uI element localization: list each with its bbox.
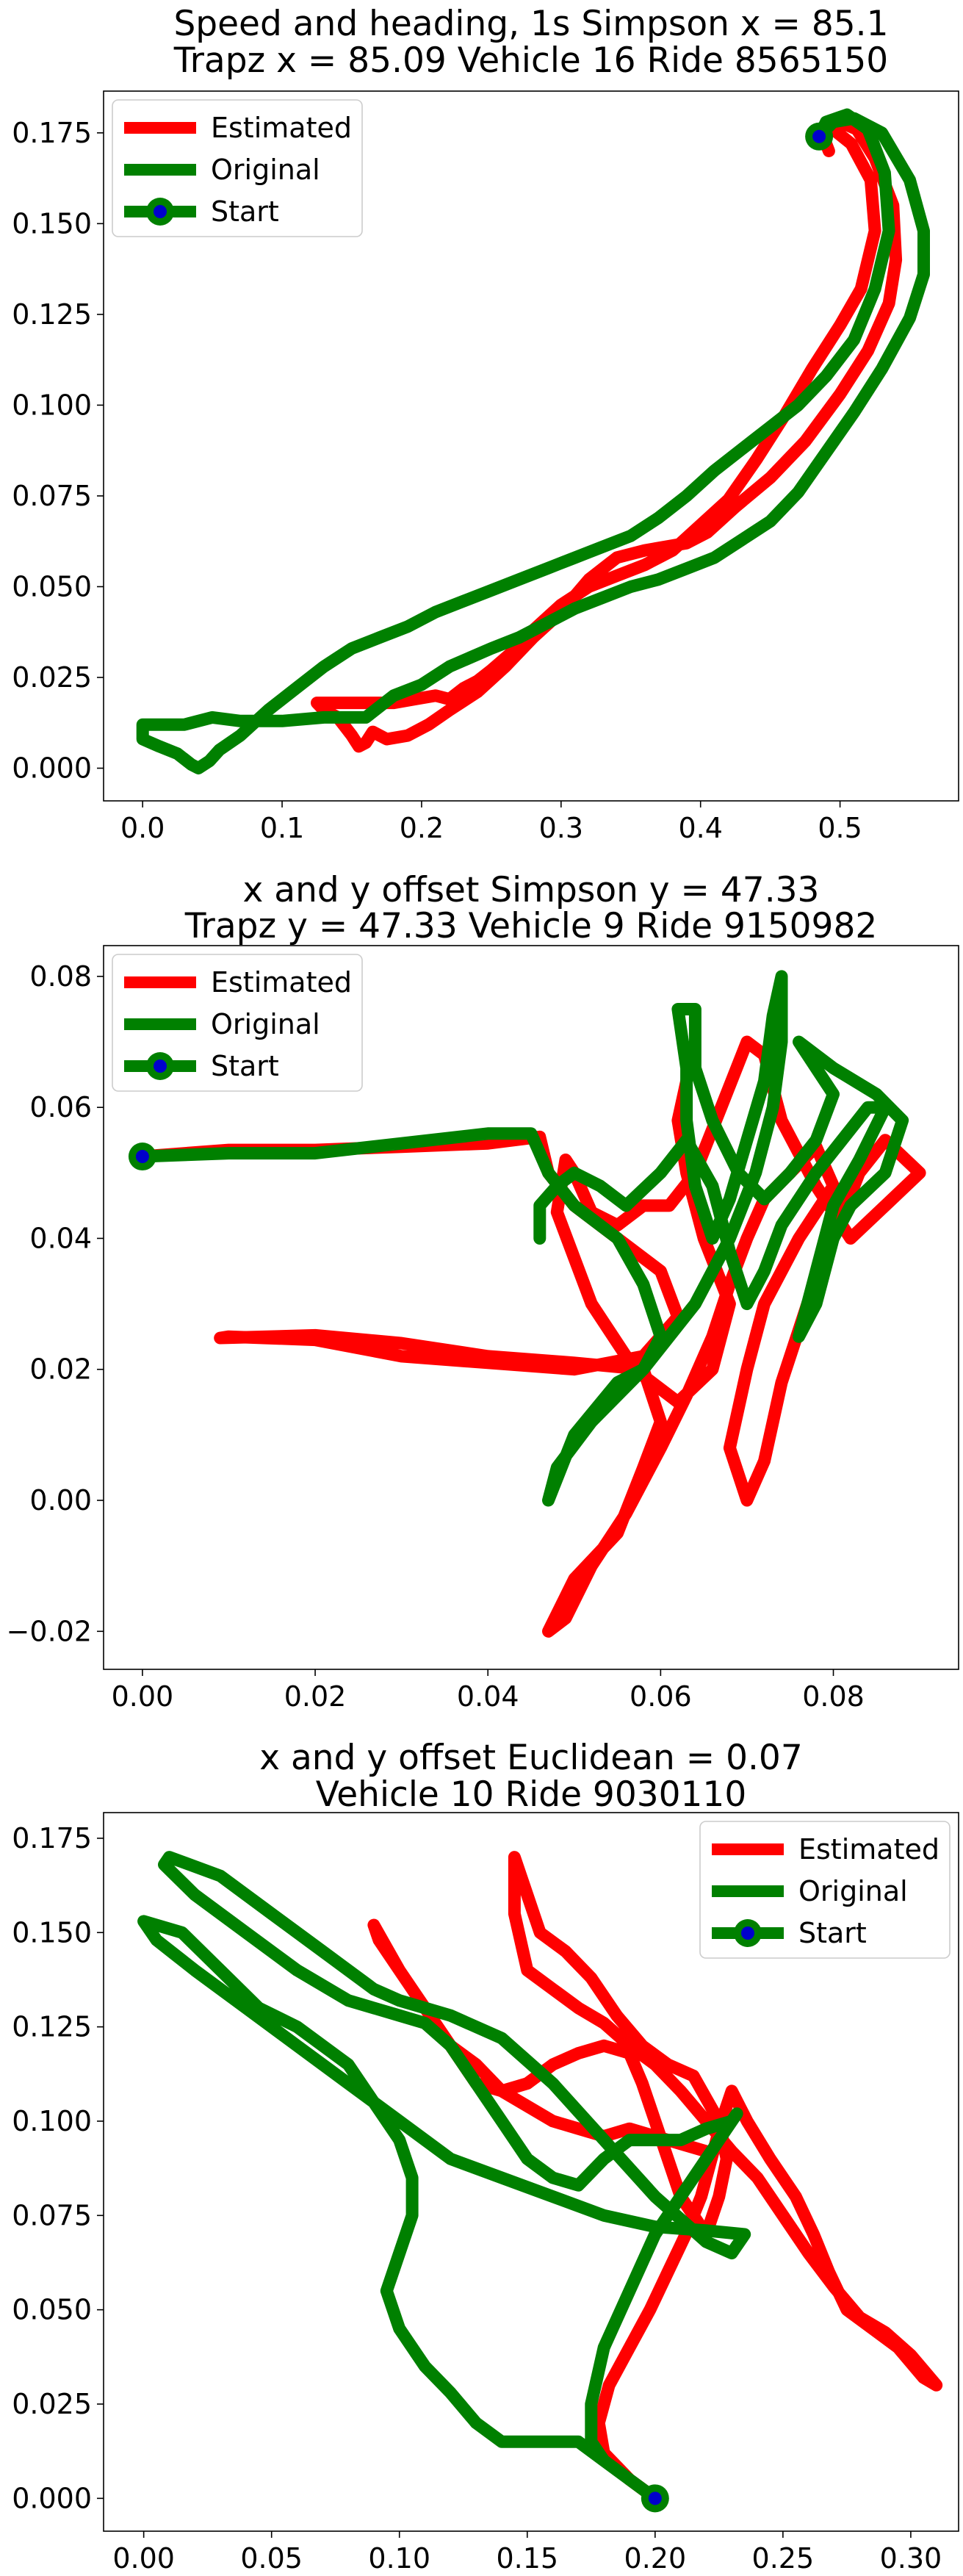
x-tick-label: 0.2 (400, 812, 444, 844)
plot-lines (137, 1851, 943, 2513)
legend-label: Start (798, 1917, 867, 1949)
x-tick-label: 0.10 (368, 2542, 430, 2575)
x-tick-label: 0.4 (678, 812, 722, 844)
legend-box (112, 954, 363, 1092)
legend-box (699, 1821, 951, 1959)
x-tick-label: 0.04 (457, 1680, 519, 1713)
y-tick-label: 0.06 (29, 1091, 92, 1123)
series-line-original (136, 970, 909, 1507)
legend-label: Original (211, 154, 320, 186)
x-tick-label: 0.30 (880, 2542, 942, 2575)
x-tick-label: 0.00 (112, 1680, 174, 1713)
start-marker-center (135, 1150, 149, 1164)
legend: Estimated Original Start (112, 99, 363, 237)
chart-title: x and y offset Simpson y = 47.33 (243, 870, 820, 910)
y-tick-label: 0.075 (12, 2199, 92, 2231)
y-tick-label: 0.125 (12, 298, 92, 331)
x-tick-label: 0.1 (260, 812, 304, 844)
chart-title: Trapz x = 85.09 Vehicle 16 Ride 8565150 (173, 40, 888, 81)
start-marker-center (812, 129, 826, 143)
y-tick-label: 0.100 (12, 389, 92, 421)
legend: Estimated Original Start (699, 1821, 951, 1959)
y-tick-label: 0.025 (12, 661, 92, 694)
legend-label: Start (211, 195, 279, 228)
legend-label: Estimated (211, 112, 352, 144)
x-tick-label: 0.25 (752, 2542, 815, 2575)
chart-title: Vehicle 10 Ride 9030110 (316, 1774, 747, 1815)
plot-lines (136, 108, 930, 774)
y-tick-label: −0.02 (7, 1615, 92, 1647)
y-tick-label: 0.150 (12, 207, 92, 240)
x-tick-label: 0.3 (539, 812, 583, 844)
legend-label: Estimated (211, 966, 352, 999)
legend: Estimated Original Start (112, 954, 363, 1092)
y-tick-label: 0.00 (29, 1484, 92, 1517)
legend-start-marker-center (154, 1059, 167, 1073)
x-tick-label: 0.08 (802, 1680, 865, 1713)
y-tick-label: 0.175 (12, 1822, 92, 1854)
x-tick-label: 0.02 (284, 1680, 347, 1713)
legend-box (112, 99, 363, 237)
legend-label: Start (211, 1050, 279, 1082)
y-tick-label: 0.04 (29, 1222, 92, 1254)
legend-label: Estimated (798, 1833, 939, 1866)
y-tick-label: 0.075 (12, 480, 92, 512)
y-tick-label: 0.000 (12, 752, 92, 785)
y-tick-label: 0.000 (12, 2482, 92, 2514)
legend-start-marker-center (741, 1926, 754, 1940)
chart-1: Speed and heading, 1s Simpson x = 85.1Tr… (12, 4, 959, 844)
legend-label: Original (798, 1875, 908, 1907)
series-line-estimated (311, 115, 903, 753)
y-tick-label: 0.050 (12, 2294, 92, 2326)
y-tick-label: 0.08 (29, 960, 92, 993)
x-tick-label: 0.0 (120, 812, 165, 844)
x-tick-label: 0.20 (624, 2542, 687, 2575)
plot-frame (103, 945, 959, 1670)
series-line-estimated (367, 1851, 943, 2505)
series-line-original (136, 108, 930, 774)
series-line-original (137, 1851, 751, 2505)
legend-label: Original (211, 1008, 320, 1040)
x-tick-label: 0.05 (240, 2542, 303, 2575)
plot-lines (128, 970, 926, 1638)
y-tick-label: 0.175 (12, 117, 92, 149)
x-tick-label: 0.00 (112, 2542, 175, 2575)
y-tick-label: 0.150 (12, 1916, 92, 1949)
plot-frame (103, 1812, 959, 2532)
start-marker-center (648, 2492, 662, 2505)
x-tick-label: 0.15 (496, 2542, 558, 2575)
x-tick-label: 0.06 (630, 1680, 692, 1713)
x-tick-label: 0.5 (818, 812, 862, 844)
plot-frame (103, 90, 959, 802)
y-tick-label: 0.050 (12, 570, 92, 602)
y-tick-label: 0.125 (12, 2011, 92, 2043)
chart-title: x and y offset Euclidean = 0.07 (259, 1738, 802, 1778)
y-tick-label: 0.025 (12, 2388, 92, 2420)
chart-title: Trapz y = 47.33 Vehicle 9 Ride 9150982 (184, 906, 878, 946)
y-tick-label: 0.02 (29, 1353, 92, 1386)
chart-title: Speed and heading, 1s Simpson x = 85.1 (173, 4, 888, 44)
legend-start-marker-center (154, 205, 167, 218)
y-tick-label: 0.100 (12, 2105, 92, 2137)
